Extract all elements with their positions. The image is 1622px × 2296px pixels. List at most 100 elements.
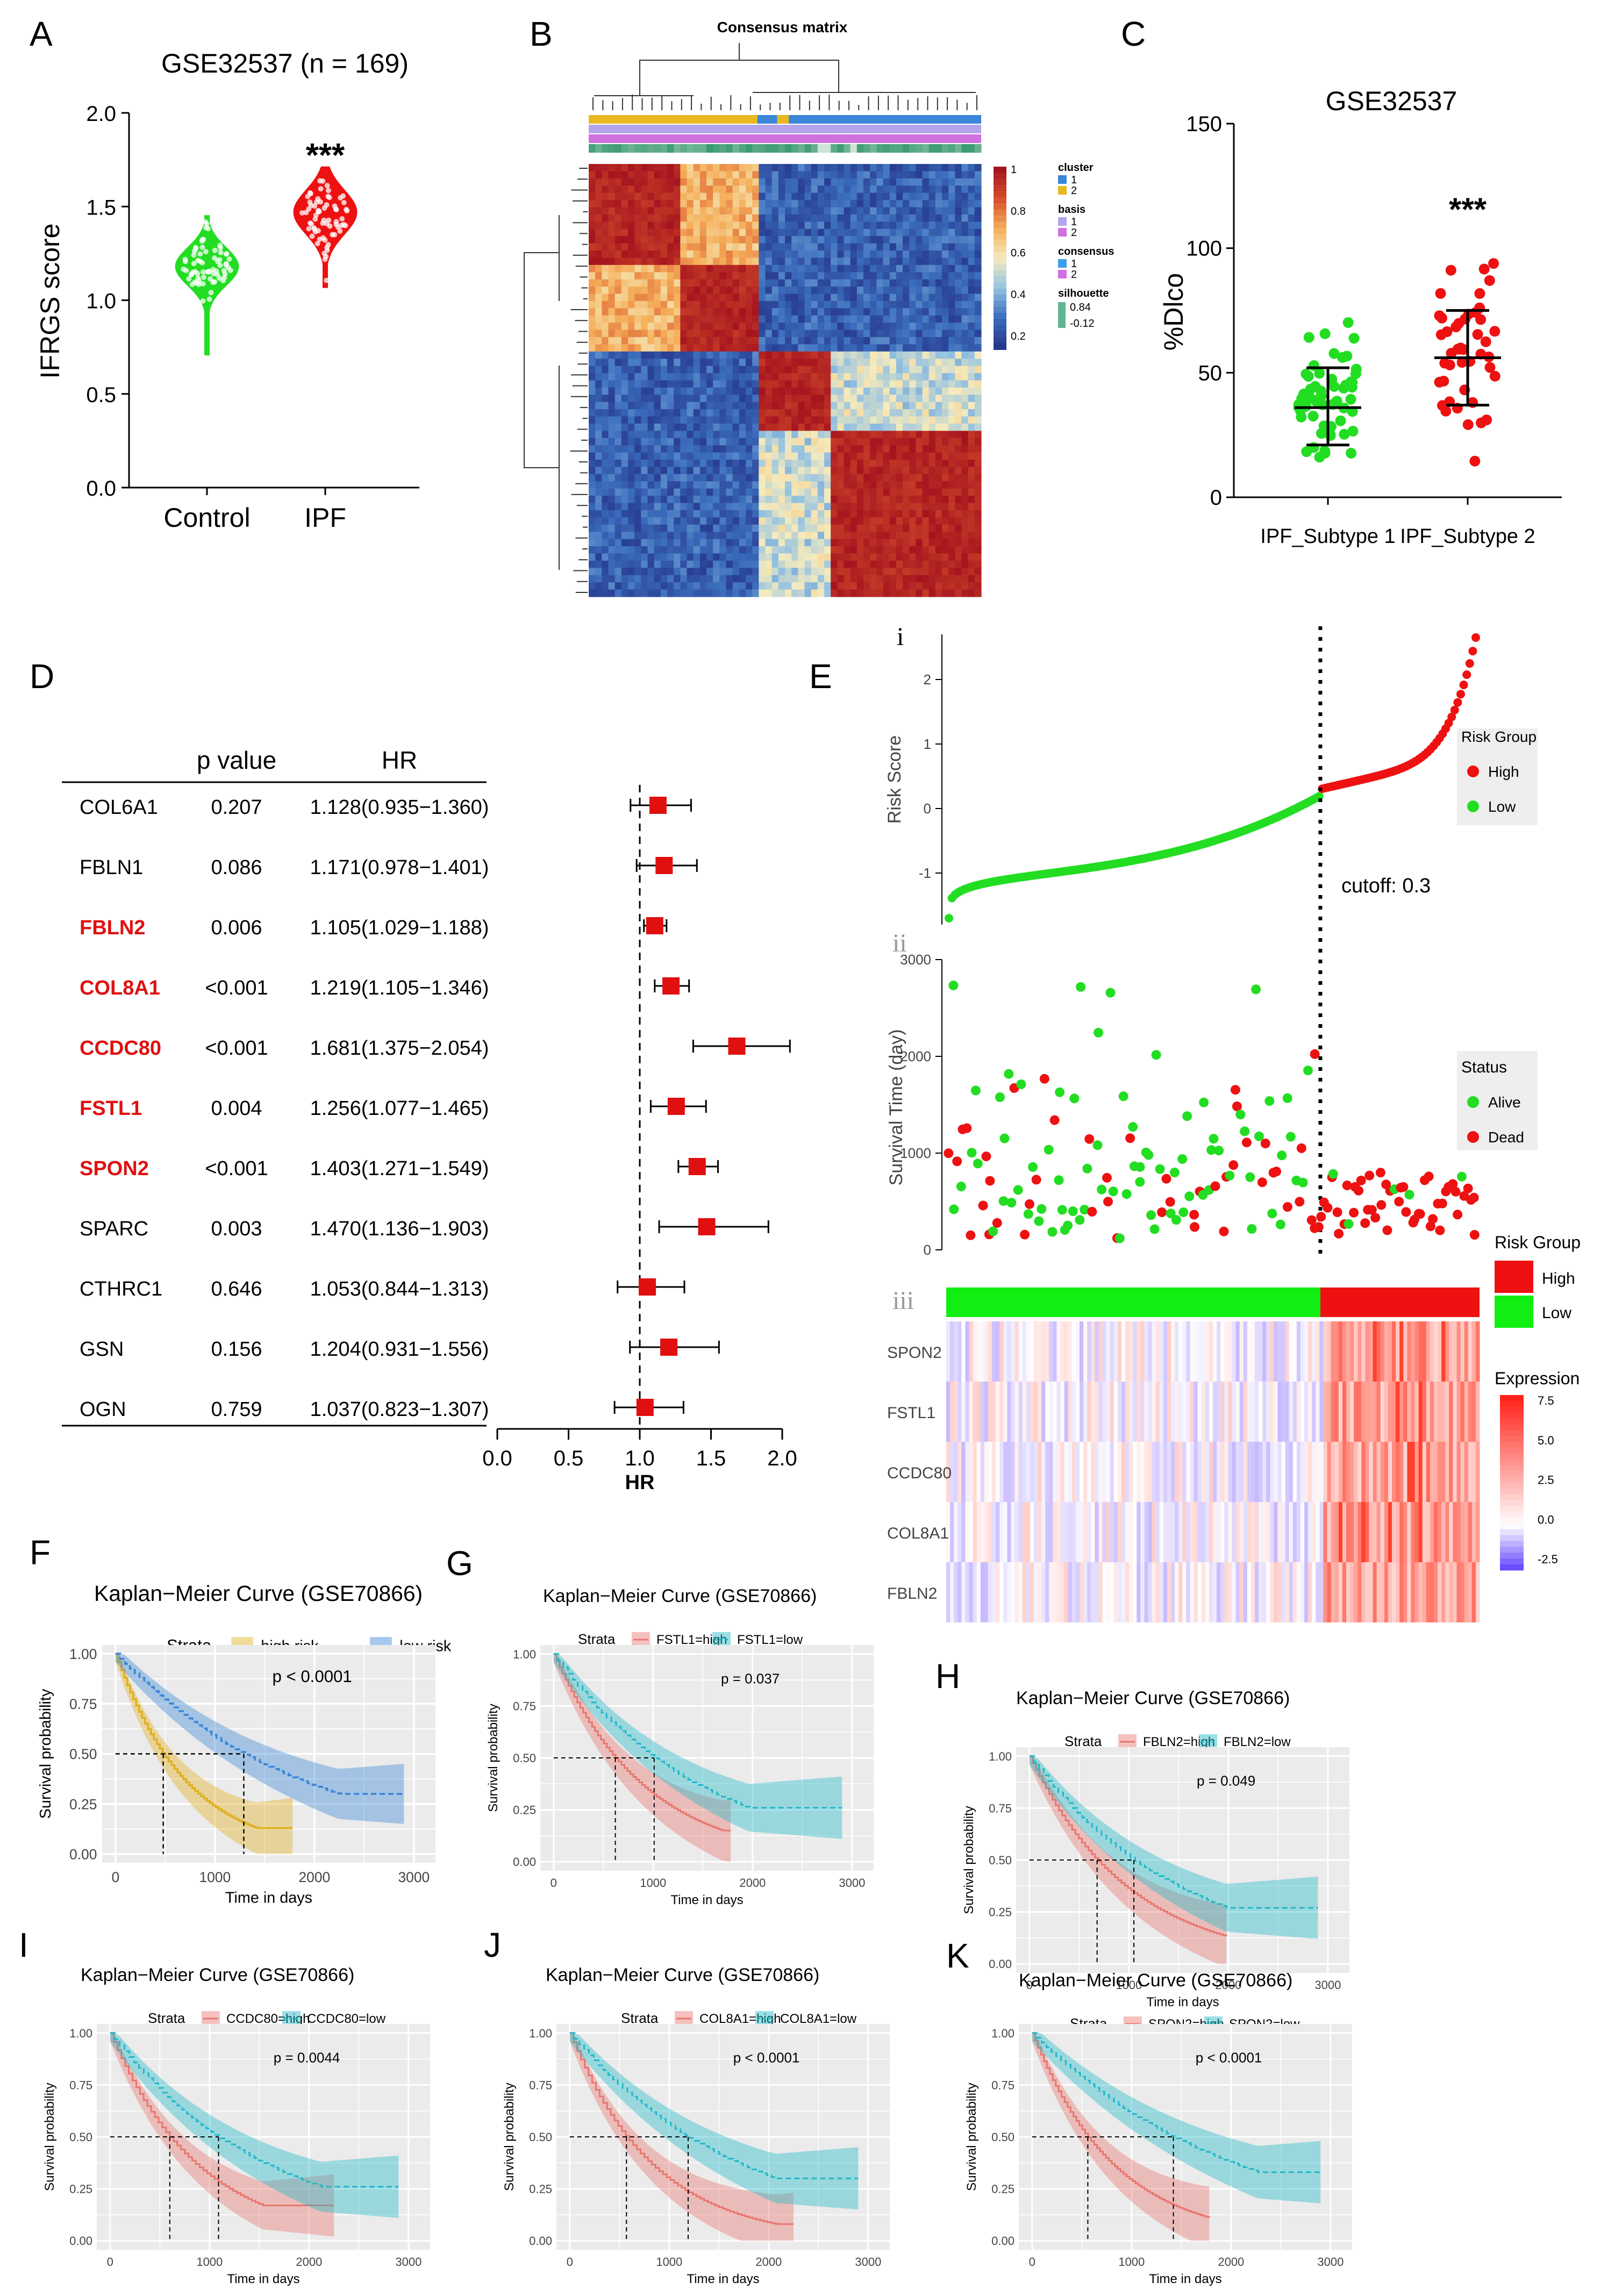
heatmap-cell [628,344,635,352]
heatmap-cell [687,402,694,410]
heatmap-cell [589,546,596,554]
heatmap-cell [680,330,688,338]
heatmap-cell [968,510,975,518]
heatmap-cell [883,221,890,230]
heatmap-cell [602,445,609,453]
heatmap-cell [935,251,942,259]
heatmap-cell [713,214,720,222]
heatmap-cell [903,409,910,417]
heatmap-cell [876,589,884,597]
expression-cell [973,1382,977,1442]
heatmap-cell [909,452,916,460]
heatmap-cell [732,553,740,561]
heatmap-cell [706,532,713,540]
heatmap-cell [719,243,727,251]
heatmap-cell [699,510,707,518]
heatmap-cell [595,553,602,561]
heatmap-cell [746,185,753,194]
heatmap-cell [863,560,870,568]
heatmap-cell [621,344,628,352]
expression-cell [1148,1321,1153,1382]
heatmap-cell [759,207,766,215]
heatmap-cell [863,395,870,403]
heatmap-cell [883,575,890,583]
heatmap-cell [602,359,609,367]
heatmap-cell [739,424,746,432]
heatmap-cell [817,359,825,367]
heatmap-cell [602,251,609,259]
heatmap-cell [785,560,792,568]
expression-cell [1087,1442,1091,1502]
scale-segment [994,331,1006,338]
heatmap-cell [706,438,713,446]
heatmap-cell [798,315,805,323]
survival-point [1285,1132,1296,1142]
heatmap-cell [771,264,779,273]
heatmap-cell [641,402,648,410]
heatmap-cell [785,200,792,208]
scale-segment [994,173,1006,180]
expression-cell [1319,1382,1324,1442]
heatmap-cell [935,171,942,179]
heatmap-cell [916,380,923,388]
heatmap-cell [647,214,655,222]
heatmap-cell [909,221,916,230]
heatmap-cell [713,539,720,547]
heatmap-cell [817,503,825,511]
heatmap-cell [870,214,877,222]
heatmap-cell [732,330,740,338]
heatmap-cell [680,287,688,295]
expression-cell [1365,1442,1370,1502]
heatmap-cell [942,221,949,230]
heatmap-cell [883,178,890,186]
heatmap-cell [608,315,616,323]
heatmap-cell [961,164,969,172]
heatmap-cell [667,330,674,338]
heatmap-cell [595,445,602,453]
heatmap-cell [771,589,779,597]
heatmap-cell [916,452,923,460]
heatmap-cell [628,481,635,489]
heatmap-cell [739,532,746,540]
expression-cell [1388,1442,1392,1502]
heatmap-cell [771,452,779,460]
heatmap-cell [628,214,635,222]
heatmap-cell [778,575,785,583]
heatmap-cell [765,171,773,179]
heatmap-cell [863,380,870,388]
heatmap-cell [804,337,812,345]
heatmap-cell [595,185,602,194]
heatmap-cell [922,424,930,432]
heatmap-cell [680,279,688,287]
heatmap-cell [614,589,622,597]
heatmap-cell [811,301,818,309]
heatmap-cell [870,488,877,496]
heatmap-cell [778,445,785,453]
heatmap-cell [870,258,877,266]
heatmap-cell [811,467,818,475]
heatmap-cell [837,402,845,410]
heatmap-cell [896,517,903,525]
heatmap-cell [687,582,694,590]
heatmap-cell [602,589,609,597]
heatmap-cell [824,582,831,590]
heatmap-cell [948,546,955,554]
heatmap-cell [856,568,864,576]
heatmap-cell [693,344,701,352]
heatmap-cell [811,575,818,583]
heatmap-cell [909,496,916,504]
heatmap-cell [634,294,641,302]
heatmap-cell [674,575,681,583]
expression-cell [973,1321,977,1382]
heatmap-cell [746,272,753,280]
pvalue-cell: <0.001 [205,977,268,999]
hr-cell: 1.105(1.029−1.188) [310,917,489,939]
hr-cell: 1.470(1.136−1.903) [310,1218,489,1240]
heatmap-cell [693,228,701,237]
heatmap-cell [942,589,949,597]
heatmap-cell [817,395,825,403]
survival-point [1235,1110,1246,1120]
heatmap-cell [896,395,903,403]
heatmap-cell [674,185,681,194]
